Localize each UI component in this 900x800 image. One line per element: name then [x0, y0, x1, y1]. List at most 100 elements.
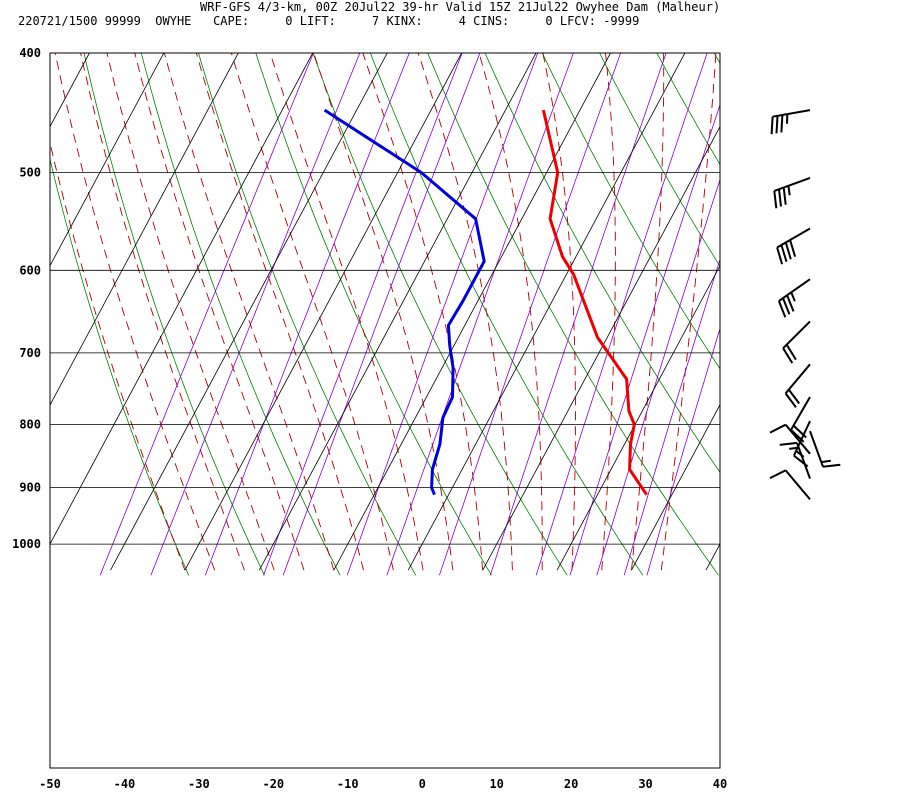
y-tick-label: 700	[19, 346, 41, 360]
moist-adiabat	[631, 53, 665, 571]
wind-barb-flag	[780, 114, 784, 133]
isotherm	[705, 543, 720, 571]
dewpoint-line	[323, 108, 486, 496]
wind-barb-shaft	[778, 278, 811, 302]
wind-barb-flag	[779, 441, 798, 446]
x-tick-label: -40	[114, 777, 136, 791]
y-tick-label: 1000	[12, 537, 41, 551]
wind-barb-flag	[776, 247, 784, 265]
wind-barb-flag	[769, 423, 787, 434]
mixing-ratio-line	[282, 53, 481, 576]
wind-barb-half-flag	[790, 291, 796, 302]
dry-adiabat	[656, 53, 720, 166]
mixing-ratio-line	[150, 53, 361, 576]
wind-barbs	[769, 109, 841, 501]
wind-barb-shaft	[796, 442, 811, 479]
wind-barb-flag	[787, 389, 801, 405]
wind-barb	[777, 278, 811, 318]
wind-barb-shaft	[784, 424, 811, 455]
x-tick-label: -20	[262, 777, 284, 791]
wind-barb-half-flag	[789, 446, 799, 450]
mixing-ratio-line	[569, 103, 720, 576]
isotherm	[50, 53, 314, 545]
moist-adiabat	[230, 53, 394, 571]
wind-barb	[770, 109, 811, 135]
wind-barb-flag	[770, 116, 774, 135]
wind-barb	[769, 469, 811, 501]
mixing-ratio-line	[623, 257, 720, 576]
x-tick-label: -50	[39, 777, 61, 791]
wind-barb	[779, 441, 811, 479]
x-tick-label: -10	[337, 777, 359, 791]
wind-barb-shaft	[782, 320, 811, 349]
x-tick-label: -30	[188, 777, 210, 791]
dry-adiabat	[312, 53, 568, 576]
isotherm	[184, 53, 462, 571]
wind-barb-flag	[769, 469, 787, 479]
x-axis-ticks: -50 -40 -30 -20 -10 0 10 20 30 40	[39, 777, 727, 791]
wind-barb-flag	[785, 344, 797, 361]
dry-adiabat	[83, 53, 265, 576]
mixing-ratio-line	[204, 53, 410, 576]
isotherm	[110, 53, 388, 571]
isotherm	[407, 53, 686, 571]
x-tick-label: 10	[489, 777, 503, 791]
wind-barb-shaft	[772, 109, 811, 118]
mixing-ratio-line	[596, 178, 720, 576]
wind-barb-flag	[789, 239, 797, 257]
wind-barb-flag	[775, 115, 779, 134]
dry-adiabat	[427, 53, 719, 576]
sounding-indices: 220721/1500 99999 OWYHE CAPE: 0 LIFT: 7 …	[18, 14, 640, 28]
wind-barb-flag	[782, 347, 794, 364]
y-tick-label: 900	[19, 481, 41, 495]
profiles	[323, 108, 648, 496]
dry-adiabat	[599, 53, 720, 267]
temperature-line	[541, 109, 648, 496]
isotherm	[258, 53, 537, 571]
wind-barb-half-flag	[787, 185, 791, 196]
isotherm	[631, 403, 720, 571]
wind-barb	[769, 423, 811, 455]
x-tick-label: 40	[713, 777, 727, 791]
mixing-ratio-line	[346, 53, 539, 576]
dry-adiabat	[484, 53, 720, 474]
mixing-ratio-line	[535, 53, 708, 576]
wind-barb-shaft	[792, 420, 811, 457]
isotherm	[333, 53, 611, 571]
wind-barb-flag	[780, 244, 788, 262]
dry-adiabat	[713, 53, 720, 65]
x-tick-label: 30	[638, 777, 652, 791]
moist-adiabat	[417, 53, 513, 571]
isotherm	[50, 53, 165, 267]
mixing-ratio-line	[263, 53, 463, 576]
dry-adiabat	[369, 53, 644, 576]
x-tick-label: 20	[564, 777, 578, 791]
mixing-ratio-line	[386, 53, 574, 576]
mixing-ratio-line	[646, 327, 720, 576]
wind-barb-flag	[786, 294, 795, 312]
dry-adiabat	[764, 39, 900, 575]
dry-adiabat	[255, 53, 492, 576]
mixing-ratio-line	[99, 53, 314, 576]
wind-barb-flag	[822, 463, 841, 468]
y-tick-label: 400	[19, 46, 41, 60]
y-tick-label: 600	[19, 263, 41, 277]
moist-adiabat	[163, 53, 335, 571]
y-tick-label: 500	[19, 166, 41, 180]
wind-barb	[809, 430, 841, 468]
chart-title: WRF-GFS 4/3-km, 00Z 20Jul22 39-hr Valid …	[200, 0, 721, 14]
isotherm	[556, 264, 720, 571]
moist-adiabat	[478, 53, 543, 571]
background-lines	[50, 39, 900, 576]
dry-adiabat	[50, 157, 190, 576]
y-axis-ticks: 400 500 600 700 800 900 1000	[12, 46, 41, 551]
isotherm	[50, 53, 90, 128]
wind-barb	[773, 176, 811, 209]
wind-barb-flag	[782, 187, 787, 205]
isotherm	[50, 53, 239, 406]
wind-barb-flag	[778, 189, 782, 207]
wind-barb-shaft	[784, 469, 811, 501]
dry-adiabat	[198, 53, 417, 576]
dry-adiabat	[140, 53, 341, 576]
y-tick-label: 800	[19, 418, 41, 432]
